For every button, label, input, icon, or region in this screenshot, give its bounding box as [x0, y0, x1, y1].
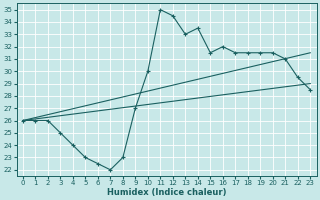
X-axis label: Humidex (Indice chaleur): Humidex (Indice chaleur)	[107, 188, 226, 197]
